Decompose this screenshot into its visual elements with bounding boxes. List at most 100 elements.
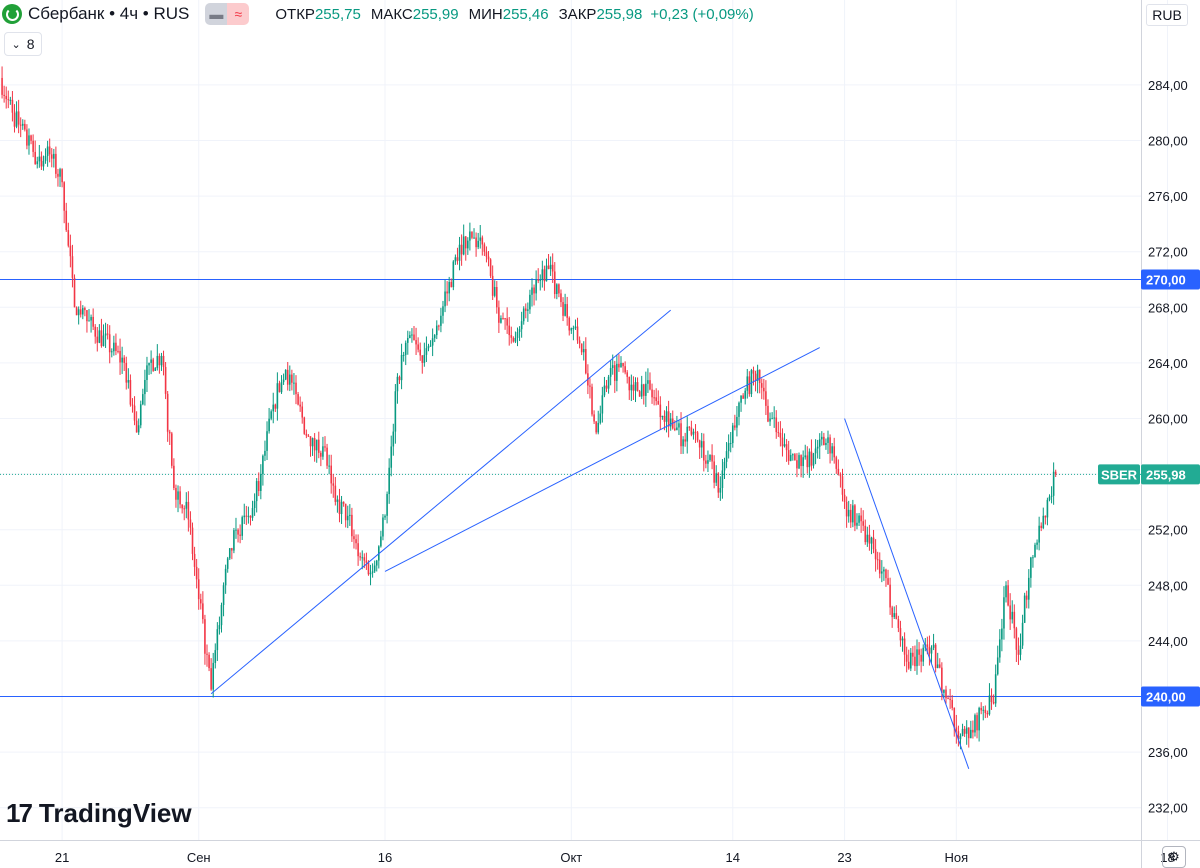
candle-body	[634, 382, 637, 391]
candle-body	[868, 534, 871, 544]
candle-body	[928, 646, 931, 654]
candle-body	[278, 383, 281, 393]
candle-body	[115, 342, 117, 351]
trendlines[interactable]	[210, 309, 970, 769]
candle-body	[46, 146, 49, 157]
candle-body	[620, 362, 622, 368]
candle-body	[601, 395, 604, 414]
trendline[interactable]	[210, 309, 672, 695]
candle-body	[406, 337, 409, 343]
candle-body	[607, 376, 610, 389]
candle-body	[756, 369, 759, 381]
candle-body	[218, 625, 221, 630]
candle-body	[69, 245, 72, 257]
trendline[interactable]	[844, 418, 970, 769]
candle-body	[131, 404, 134, 406]
symbol-title[interactable]: Сбербанк • 4ч • RUS	[28, 4, 190, 23]
candle-body	[775, 417, 778, 433]
candle-body	[752, 370, 755, 374]
candle-body	[765, 391, 767, 406]
y-tick-label: 244,00	[1148, 634, 1188, 649]
candle-body	[82, 308, 84, 315]
candle-body	[7, 99, 10, 101]
candle-body	[148, 362, 150, 366]
candle-body	[309, 436, 312, 447]
candle-body	[392, 431, 395, 447]
candle-body	[1038, 525, 1040, 543]
candle-body	[520, 321, 523, 330]
candle-body	[572, 327, 575, 329]
candle-body	[469, 231, 471, 241]
candle-body	[448, 281, 450, 294]
candle-body	[781, 437, 784, 447]
candle-body	[367, 562, 370, 575]
candle-body	[831, 446, 833, 454]
candle-body	[541, 269, 544, 280]
candle-body	[467, 240, 469, 249]
candle-body	[233, 530, 235, 551]
candle-body	[551, 264, 554, 272]
candle-body	[268, 418, 270, 432]
candle-body	[632, 384, 635, 391]
candle-body	[32, 140, 34, 152]
candle-body	[435, 325, 438, 336]
candle-body	[669, 418, 672, 427]
candle-body	[957, 731, 960, 740]
tradingview-logo[interactable]: 17 TradingView	[6, 798, 192, 829]
candle-body	[527, 309, 529, 311]
candle-body	[508, 325, 511, 336]
horizontal-levels[interactable]	[0, 279, 1141, 697]
candle-body	[974, 715, 976, 733]
candle-body	[665, 411, 668, 422]
symbol-status-pill[interactable]: ▬ ≈	[205, 3, 250, 25]
candle-body	[932, 644, 935, 648]
candle-body	[28, 135, 30, 146]
candle-body	[754, 373, 757, 381]
candle-body	[622, 362, 624, 367]
candle-body	[442, 306, 444, 316]
candle-body	[164, 366, 167, 394]
candle-body	[168, 431, 171, 434]
price-tags: 270,00 240,00 SBER 255,98	[1098, 269, 1200, 707]
symbol-tag-label: SBER	[1101, 467, 1138, 482]
candle-body	[926, 644, 929, 647]
candle-body	[202, 603, 204, 620]
candle-body	[400, 354, 403, 381]
level-tag-bg	[1141, 686, 1200, 707]
candle-body	[506, 318, 508, 326]
candle-body	[456, 257, 459, 261]
candle-body	[241, 517, 243, 536]
candle-body	[388, 467, 390, 495]
indicators-toggle[interactable]: ⌄ 8	[4, 32, 42, 56]
candle-body	[251, 508, 254, 518]
candle-body	[384, 515, 386, 518]
candle-body	[680, 423, 682, 447]
settings-gear-icon[interactable]: ⚙	[1162, 846, 1186, 868]
candle-body	[806, 455, 809, 468]
candle-body	[841, 476, 844, 495]
candle-body	[777, 432, 780, 434]
candle-body	[531, 287, 533, 295]
candle-body	[222, 585, 225, 606]
candle-body	[266, 431, 268, 451]
candle-body	[297, 394, 299, 405]
candle-body	[860, 515, 862, 522]
candle-body	[700, 441, 703, 448]
tradingview-mark-icon: 17	[6, 798, 33, 828]
candle-body	[262, 455, 264, 475]
price-tag-bg	[1141, 464, 1200, 485]
candle-body	[553, 271, 556, 295]
candle-body	[340, 501, 343, 515]
currency-selector[interactable]: RUB	[1146, 4, 1188, 26]
candle-body	[682, 439, 684, 447]
candle-body	[187, 501, 190, 520]
candle-body	[938, 664, 941, 668]
candle-body	[545, 265, 548, 282]
candle-body	[918, 649, 920, 655]
candle-body	[640, 384, 643, 397]
candle-body	[719, 488, 722, 493]
candle-body	[576, 326, 579, 341]
trendline[interactable]	[384, 347, 820, 572]
candle-body	[789, 454, 792, 461]
